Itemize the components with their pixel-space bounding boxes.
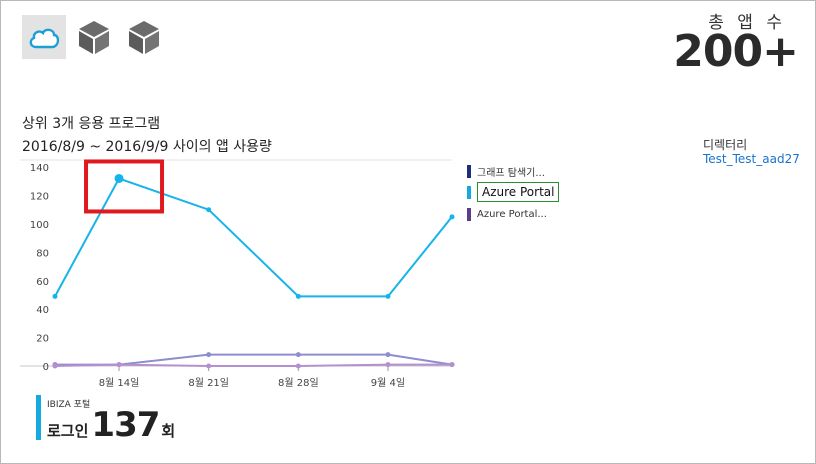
legend-item[interactable]: Azure Portal [467,182,560,202]
x-tick-label: 8월 21일 [188,377,229,389]
y-tick-label: 40 [36,305,49,316]
app-tile-1[interactable] [22,15,66,59]
series-line [54,177,453,298]
y-tick-label: 20 [36,334,49,345]
legend-label: Azure Portal [477,182,560,202]
x-tick-label: 8월 14일 [99,377,140,389]
app-tile-2[interactable] [72,15,116,59]
highlight-box [84,159,165,214]
data-point [449,214,455,220]
data-point [295,352,301,358]
data-point [295,293,301,299]
data-point [116,362,122,368]
legend-label: 그래프 탐색기... [477,168,545,179]
y-tick-label: 140 [30,163,49,174]
stat-suffix: 회 [161,422,176,440]
y-tick-label: 120 [30,192,49,203]
stat-label: IBIZA 포털 [47,400,91,410]
usage-line-chart: 0 20 40 60 80 100 120 140 8월 14일 8월 21일 8월 28일 9월 4… [20,159,455,389]
stat-value: 137 [91,405,160,445]
y-tick-label: 80 [36,248,49,259]
data-point [52,293,58,299]
legend-swatch [467,165,471,178]
section-title: 상위 3개 응용 프로그램 [22,116,161,132]
data-point [385,293,391,299]
y-tick-label: 100 [30,220,49,231]
data-point [449,362,455,368]
directory-link[interactable]: Test_Test_aad27 [703,152,800,166]
cloud-icon [29,28,60,49]
stat-prefix: 로그인 [47,422,89,440]
total-apps-value: 200+ [673,26,799,77]
legend-item[interactable]: 그래프 탐색기... [467,164,545,179]
data-point [295,363,301,369]
data-point [206,207,212,213]
total-apps-label: 총 앱 수 [708,13,786,33]
legend-item[interactable]: Azure Portal... [467,208,547,221]
series-line [55,353,453,366]
y-tick-label: 60 [36,277,49,288]
highlight-point [114,173,124,183]
section-subtitle: 2016/8/9 ~ 2016/9/9 사이의 앱 사용량 [22,139,272,155]
cube-icon [79,21,109,54]
legend-swatch [467,185,471,199]
series-line [54,363,452,367]
x-tick-label: 8월 28일 [278,377,319,389]
data-point [206,363,212,369]
data-point [385,362,391,368]
legend-label: Azure Portal... [477,209,547,220]
cube-icon [129,21,159,54]
data-point [206,352,212,358]
app-tile-3[interactable] [122,15,166,59]
stat-tile[interactable]: IBIZA 포털 로그인 137 회 [36,395,176,445]
legend-swatch [467,208,471,221]
data-point [52,363,58,369]
app-icon-list [22,15,166,59]
directory-label: 디렉터리 [703,138,748,152]
x-tick-label: 9월 4일 [371,377,405,389]
data-point [385,352,391,358]
y-tick-label: 0 [43,362,49,373]
